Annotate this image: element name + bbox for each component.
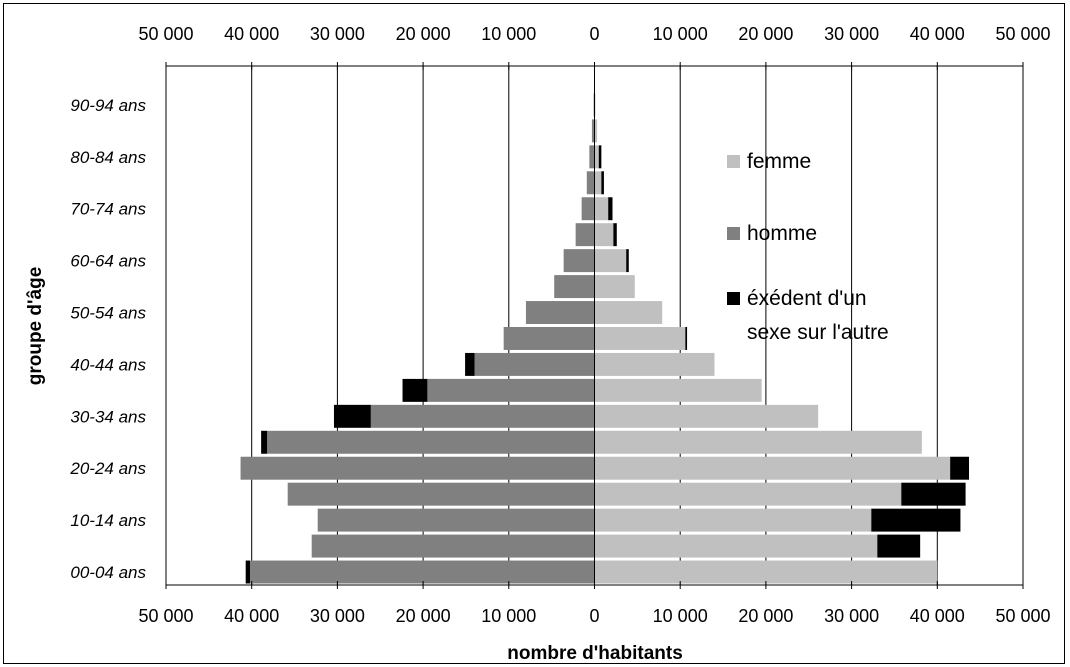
bar-homme-55-59-ans bbox=[554, 275, 595, 299]
bar-excedent-25-29-ans bbox=[261, 430, 268, 454]
x-tick-label-bottom: 0 bbox=[589, 606, 599, 626]
bar-excedent-60-64-ans bbox=[626, 249, 629, 273]
bar-femme-30-34-ans bbox=[594, 404, 819, 428]
bar-homme-15-19-ans bbox=[287, 482, 595, 506]
bar-excedent-65-69-ans bbox=[613, 223, 617, 247]
bar-femme-65-69-ans bbox=[594, 223, 614, 247]
bar-homme-00-04-ans bbox=[249, 560, 595, 584]
bar-homme-50-54-ans bbox=[525, 301, 595, 324]
bar-excedent-15-19-ans bbox=[901, 482, 966, 506]
x-tick-label-top: 10 000 bbox=[653, 24, 708, 44]
bar-homme-60-64-ans bbox=[563, 249, 595, 273]
legend-swatch-2 bbox=[727, 292, 740, 305]
bars bbox=[240, 67, 970, 584]
legend-label-2-line-0: éxédent d'un bbox=[747, 287, 867, 310]
x-axis-title: nombre d'habitants bbox=[507, 643, 683, 664]
bar-femme-50-54-ans bbox=[594, 301, 663, 324]
x-tick-label-bottom: 40 000 bbox=[224, 606, 279, 626]
bar-excedent-45-49-ans bbox=[685, 327, 688, 350]
bar-homme-25-29-ans bbox=[267, 430, 595, 454]
x-tick-label-top: 20 000 bbox=[396, 24, 451, 44]
bar-excedent-10-14-ans bbox=[871, 508, 961, 532]
x-tick-label-bottom: 50 000 bbox=[138, 606, 193, 626]
y-category-label: 10-14 ans bbox=[70, 511, 146, 530]
y-category-label: 30-34 ans bbox=[70, 407, 146, 426]
y-category-label: 20-24 ans bbox=[69, 459, 146, 478]
bar-excedent-35-39-ans bbox=[402, 378, 428, 402]
legend-label-1: homme bbox=[747, 222, 817, 245]
bar-homme-45-49-ans bbox=[503, 327, 595, 350]
bar-excedent-00-04-ans bbox=[245, 560, 250, 584]
x-tick-label-bottom: 10 000 bbox=[653, 606, 708, 626]
bar-excedent-70-74-ans bbox=[608, 197, 613, 221]
x-tick-label-top: 20 000 bbox=[738, 24, 793, 44]
legend: femme homme éxédent d'un sexe sur l'autre bbox=[727, 150, 889, 344]
y-category-label: 60-64 ans bbox=[70, 252, 146, 271]
x-tick-label-bottom: 30 000 bbox=[310, 606, 365, 626]
bar-femme-05-09-ans bbox=[594, 534, 878, 558]
x-tick-label-bottom: 10 000 bbox=[481, 606, 536, 626]
bar-excedent-40-44-ans bbox=[465, 352, 475, 376]
bar-femme-10-14-ans bbox=[594, 508, 872, 532]
x-tick-label-top: 40 000 bbox=[910, 24, 965, 44]
bar-excedent-05-09-ans bbox=[877, 534, 921, 558]
y-category-label: 70-74 ans bbox=[70, 200, 146, 219]
legend-label-2-line-1: sexe sur l'autre bbox=[747, 321, 889, 344]
bar-excedent-80-84-ans bbox=[598, 145, 602, 169]
y-category-label: 80-84 ans bbox=[70, 148, 146, 167]
x-tick-label-top: 10 000 bbox=[481, 24, 536, 44]
bar-excedent-30-34-ans bbox=[333, 404, 371, 428]
bar-femme-80-84-ans bbox=[594, 145, 599, 169]
y-axis-title: groupe d'âge bbox=[25, 267, 46, 386]
bar-femme-25-29-ans bbox=[594, 430, 922, 454]
bar-homme-85-89-ans bbox=[591, 119, 595, 143]
bar-homme-40-44-ans bbox=[474, 352, 595, 376]
x-tick-label-top: 30 000 bbox=[310, 24, 365, 44]
x-tick-label-top: 40 000 bbox=[224, 24, 279, 44]
bar-femme-75-79-ans bbox=[594, 171, 602, 195]
x-tick-label-top: 50 000 bbox=[995, 24, 1050, 44]
x-tick-label-bottom: 50 000 bbox=[995, 606, 1050, 626]
bar-femme-40-44-ans bbox=[594, 352, 715, 376]
bar-femme-55-59-ans bbox=[594, 275, 635, 299]
bar-femme-15-19-ans bbox=[594, 482, 902, 506]
bar-femme-70-74-ans bbox=[594, 197, 609, 221]
bar-homme-35-39-ans bbox=[427, 378, 595, 402]
bar-femme-00-04-ans bbox=[594, 560, 938, 584]
bar-homme-65-69-ans bbox=[575, 223, 595, 247]
bar-homme-70-74-ans bbox=[581, 197, 595, 221]
bar-homme-10-14-ans bbox=[317, 508, 595, 532]
legend-label-0: femme bbox=[747, 150, 811, 173]
x-tick-label-bottom: 30 000 bbox=[824, 606, 879, 626]
bar-homme-80-84-ans bbox=[589, 145, 595, 169]
legend-swatch-0 bbox=[727, 155, 740, 168]
y-category-label: 90-94 ans bbox=[70, 96, 146, 115]
bar-excedent-20-24-ans bbox=[950, 456, 970, 480]
bar-excedent-75-79-ans bbox=[601, 171, 604, 195]
y-category-label: 40-44 ans bbox=[70, 355, 146, 374]
bar-homme-30-34-ans bbox=[370, 404, 595, 428]
x-tick-label-top: 30 000 bbox=[824, 24, 879, 44]
bar-femme-45-49-ans bbox=[594, 327, 686, 350]
bar-homme-20-24-ans bbox=[240, 456, 595, 480]
x-tick-label-bottom: 20 000 bbox=[396, 606, 451, 626]
y-category-label: 50-54 ans bbox=[70, 304, 146, 323]
x-tick-label-bottom: 20 000 bbox=[738, 606, 793, 626]
bar-femme-60-64-ans bbox=[594, 249, 627, 273]
bar-homme-75-79-ans bbox=[586, 171, 595, 195]
axes: 50 000 50 000 40 000 40 000 30 000 30 000 20 0… bbox=[69, 24, 1050, 626]
bar-femme-35-39-ans bbox=[594, 378, 762, 402]
x-tick-label-top: 0 bbox=[589, 24, 599, 44]
y-category-label: 00-04 ans bbox=[70, 563, 146, 582]
x-tick-label-top: 50 000 bbox=[138, 24, 193, 44]
bar-homme-05-09-ans bbox=[311, 534, 595, 558]
bar-femme-20-24-ans bbox=[594, 456, 951, 480]
x-tick-label-bottom: 40 000 bbox=[910, 606, 965, 626]
bar-femme-85-89-ans bbox=[594, 119, 598, 143]
legend-swatch-1 bbox=[727, 227, 740, 240]
